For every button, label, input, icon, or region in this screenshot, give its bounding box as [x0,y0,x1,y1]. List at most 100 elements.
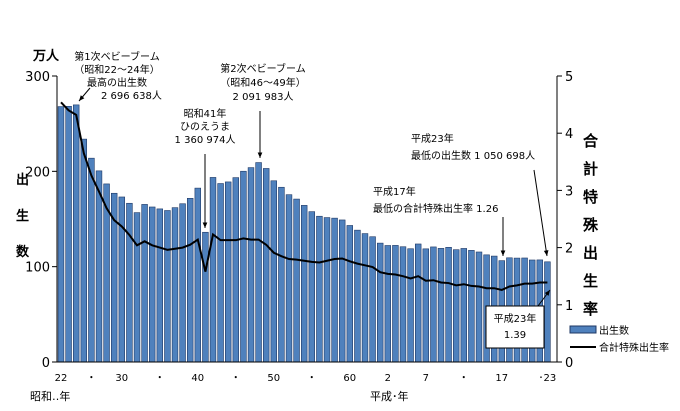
bar-1952 [95,170,103,363]
x-tick-label: ・ [307,373,317,384]
bar-1989 [376,242,384,363]
right-tick-label: 5 [565,70,573,85]
arrow-low-births-head [543,250,549,256]
annotation-box-value: 1.39 [504,330,526,341]
bar-1964 [187,198,194,363]
bar-1986 [354,229,361,363]
xlabel-showa: 昭和‥年 [30,389,70,403]
x-tick-label: ・ [155,373,165,384]
annotation-box-label: 平成23年 [494,312,537,325]
bar-1984 [338,219,346,363]
bar-1997 [437,248,445,363]
right-axis-label-char: 出 [583,244,598,262]
x-tick-label: 40 [191,373,204,384]
tfr-line [60,101,548,291]
annotation-low-births: 最低の出生数 1 050 698人 [411,149,535,162]
annotation-boom1: 第1次ベビーブーム [74,50,159,63]
arrow-low-births [533,169,548,257]
bar-1982 [323,217,331,363]
right-axis-label-char: 生 [583,272,598,290]
bar-1966 [202,231,209,363]
bar-1948 [65,106,72,363]
right-axis-label-char: 計 [583,160,598,178]
bar-1980 [308,211,315,363]
x-tick-label: ・ [231,373,241,384]
bar-2002 [475,251,483,363]
left-axis-label-char: 生 [16,208,29,224]
bar-1974 [262,168,270,363]
bar-1951 [88,157,95,363]
annotation-boom2: 2 091 983人 [233,91,294,103]
bar-1992 [399,246,407,363]
bar-1961 [164,210,171,363]
bar-1968 [217,183,224,363]
bar-1998 [445,247,452,363]
bar-1985 [346,225,353,363]
bar-1977 [285,194,293,363]
bar-1969 [225,181,232,363]
bar-1981 [316,215,323,363]
annotation-low-tfr: 平成17年 [373,185,416,198]
bar-1967 [209,177,217,363]
right-axis-label-char: 率 [583,300,598,318]
bar-1988 [369,236,376,363]
right-tick-label: 3 [565,184,573,199]
bar-1970 [232,177,239,363]
bar-1958 [141,204,148,363]
bar-1994 [414,243,422,363]
bar-1976 [278,186,285,363]
left-axis-label-char: 数 [16,244,30,260]
bar-2011 [544,261,551,363]
bar-1959 [149,206,156,363]
annotation-boom2: （昭和46～49年） [220,76,305,89]
right-tick-label: 1 [565,299,573,314]
bar-2000 [460,248,467,363]
annotation-hinoe: 昭和41年 [184,107,227,120]
bar-1957 [133,212,141,363]
annotation-hinoe: 1 360 974人 [175,134,236,146]
bar-1950 [80,138,88,363]
bar-1978 [293,198,300,363]
bar-1973 [255,162,262,363]
bar-1993 [407,248,414,363]
bar-1995 [422,248,429,363]
legend-line-label: 合計特殊出生率 [599,341,669,354]
left-tick-label: 200 [25,165,50,180]
bar-1987 [361,233,369,363]
bar-1971 [240,170,247,363]
bar-1979 [300,205,308,363]
left-unit: 万人 [32,48,60,64]
legend: 出生数 合計特殊出生率 [569,324,669,354]
x-tick-label: 17 [495,373,508,384]
bar-1983 [331,217,338,363]
x-tick-label: 60 [343,373,356,384]
right-tick-label: 4 [565,127,573,142]
bar-1947 [57,106,65,363]
x-tick-label: 50 [267,373,280,384]
right-axis-label: 合計特殊出生率 [582,132,599,318]
left-tick-label: 100 [25,261,50,276]
bar-1955 [118,196,126,363]
legend-bar-swatch [569,325,597,334]
left-axis-label-char: 出 [16,172,29,188]
right-axis-label-char: 合 [582,132,599,150]
x-tick-label: 2 [385,373,391,384]
right-axis-label-char: 特 [583,188,598,206]
right-tick-label: 2 [565,242,573,257]
bar-1960 [156,208,163,363]
x-tick-label: ・ [459,373,469,384]
annotation-hinoe: ひのえうま [180,121,230,133]
bar-1962 [171,207,179,363]
arrow-boom1-head [79,95,85,101]
x-tick-label: 22 [55,373,68,384]
bar-1972 [247,167,255,363]
bar-1975 [270,180,277,363]
annotation-boom2: 第2次ベビーブーム [220,62,305,75]
bar-1963 [179,203,186,363]
left-tick-label: 0 [42,356,50,371]
arrow-low-tfr-head [500,250,506,256]
left-axis-label: 出生数 [16,172,30,260]
annotation-boom1: 2 696 638人 [101,90,162,102]
bar-1999 [452,249,460,363]
